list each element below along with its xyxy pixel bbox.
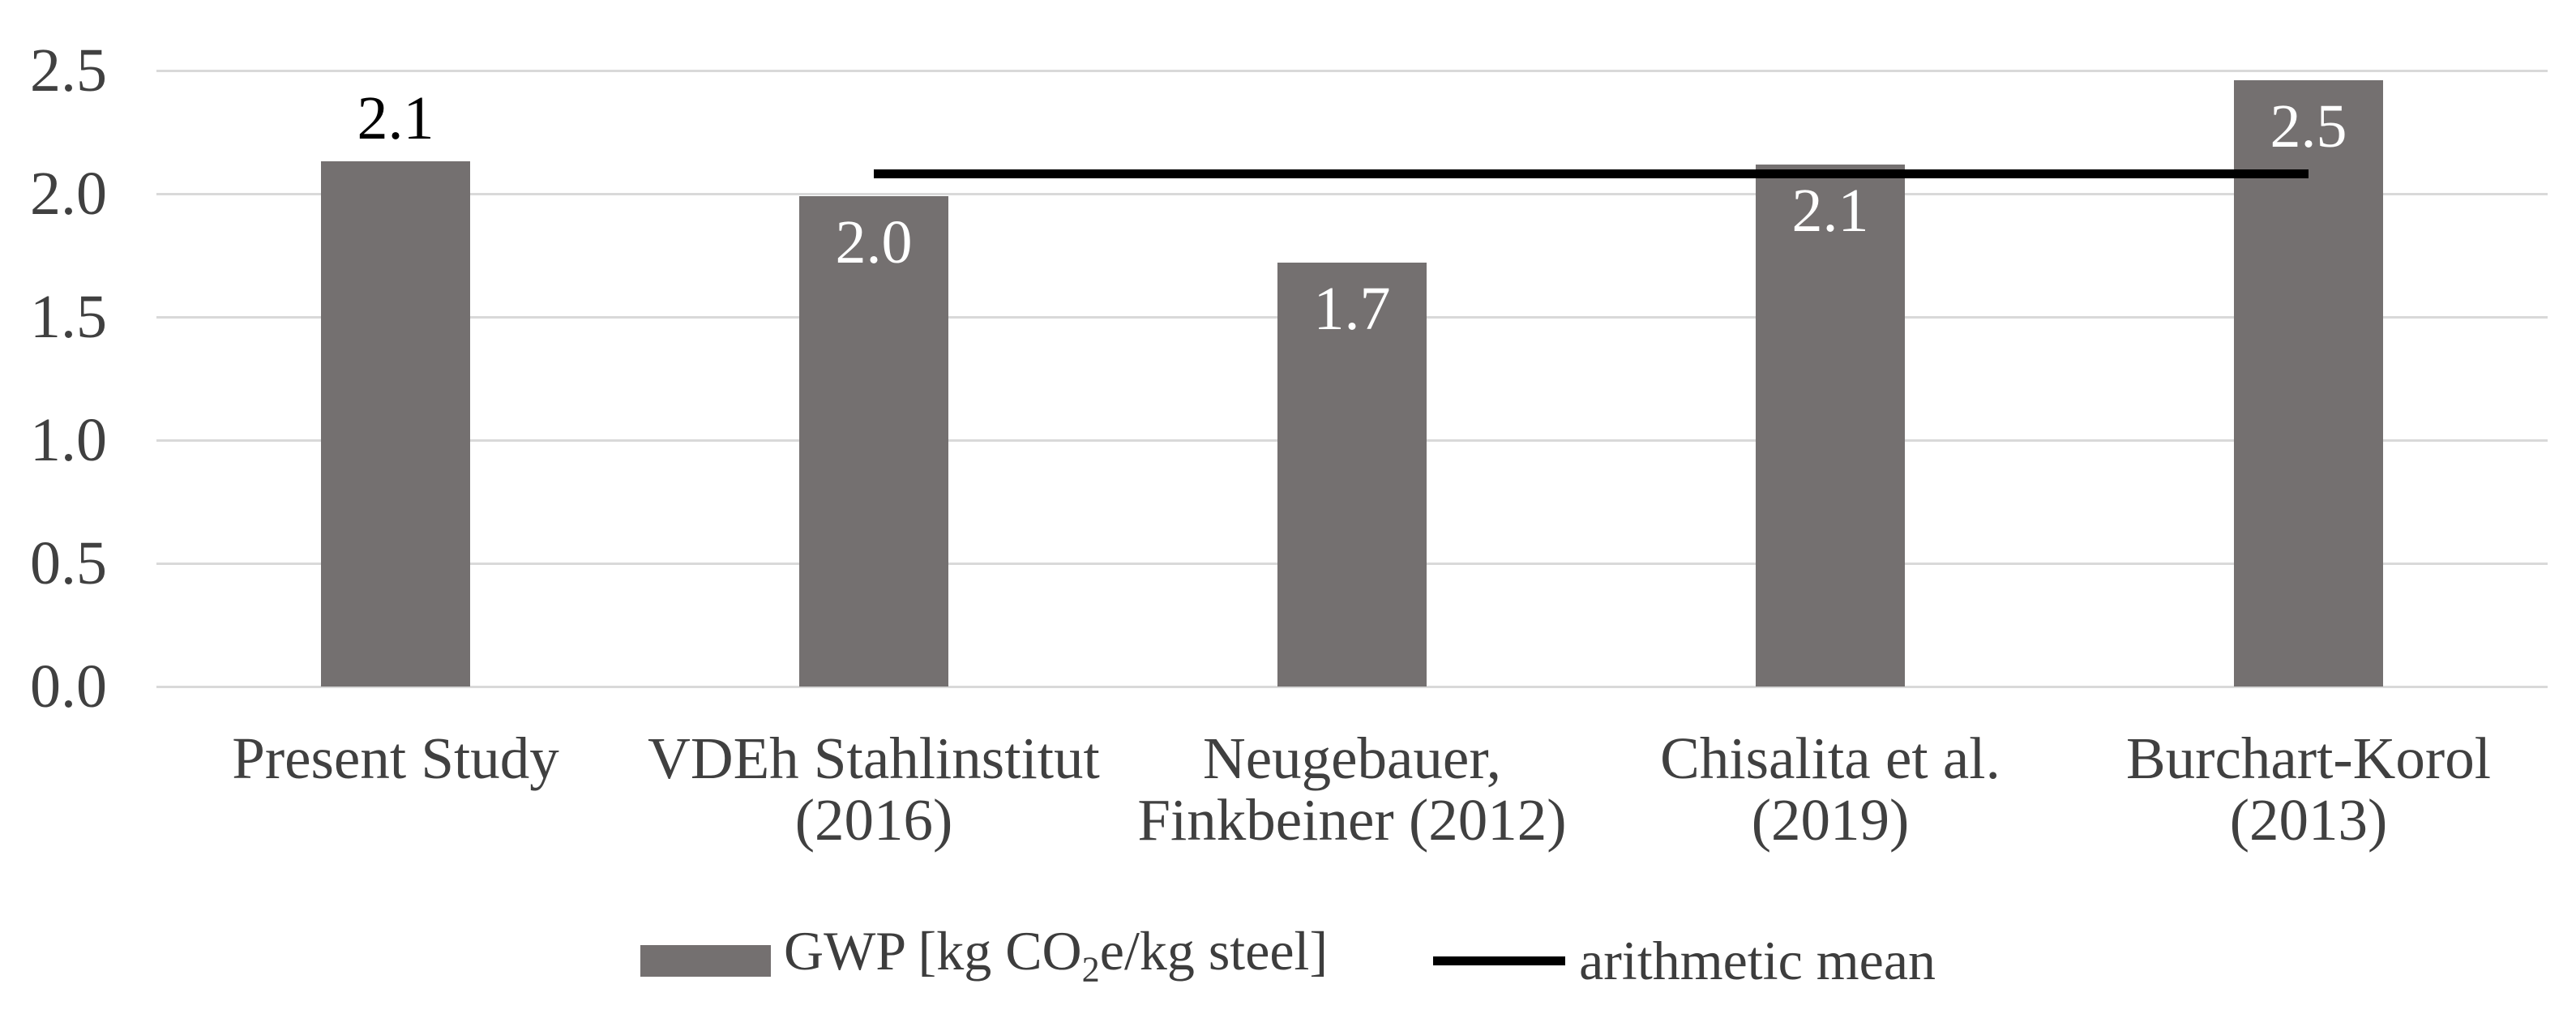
x-axis-label-3: Neugebauer, Finkbeiner (2012) <box>1113 728 1591 851</box>
legend-gwp-subscript: 2 <box>1081 949 1100 990</box>
gridline-2.5 <box>156 70 2548 72</box>
legend-mean-label: arithmetic mean <box>1579 930 1936 991</box>
x-axis-label-line: (2013) <box>2229 787 2388 853</box>
x-axis-label-line: VDEh Stahlinstitut <box>648 725 1100 791</box>
bar-1 <box>321 161 470 687</box>
bar-data-label-1: 2.1 <box>357 84 434 152</box>
legend-gwp-label: GWP [kg CO2e/kg steel] <box>784 922 1328 999</box>
bar-data-label-3: 1.7 <box>1313 275 1391 343</box>
bar-3 <box>1277 263 1427 687</box>
gridline-2.0 <box>156 193 2548 195</box>
legend-gwp-text-post: e/kg steel] <box>1099 920 1329 982</box>
bar-data-label-4: 2.1 <box>1791 177 1869 245</box>
bar-4 <box>1756 165 1905 687</box>
bar-data-label-5: 2.5 <box>2270 92 2347 160</box>
x-axis-label-line: Burchart-Korol <box>2125 725 2491 791</box>
x-axis-label-line: Finkbeiner (2012) <box>1137 787 1567 853</box>
legend-mean-line-swatch <box>1433 956 1566 965</box>
bar-data-label-2: 2.0 <box>835 208 913 276</box>
arithmetic-mean-line <box>874 169 2309 178</box>
x-axis-label-line: Neugebauer, <box>1203 725 1501 791</box>
y-axis-tick-1.0: 1.0 <box>30 406 107 474</box>
legend-gwp-text-pre: GWP [kg CO <box>783 920 1082 982</box>
y-axis-tick-2.0: 2.0 <box>30 160 107 228</box>
bar-5 <box>2234 80 2383 687</box>
y-axis-tick-0.0: 0.0 <box>30 652 107 721</box>
x-axis-label-line: Chisalita et al. <box>1660 725 2000 791</box>
legend-item-gwp: GWP [kg CO2e/kg steel] <box>640 922 1328 999</box>
y-axis-tick-1.5: 1.5 <box>30 283 107 351</box>
x-axis-label-1: Present Study <box>156 728 635 789</box>
y-axis-tick-0.5: 0.5 <box>30 529 107 597</box>
legend-bar-swatch <box>640 944 771 977</box>
x-axis-label-line: (2019) <box>1751 787 1910 853</box>
x-axis-label-5: Burchart-Korol (2013) <box>2069 728 2548 851</box>
x-axis-label-4: Chisalita et al. (2019) <box>1591 728 2069 851</box>
chart-legend: GWP [kg CO2e/kg steel] arithmetic mean <box>0 922 2576 993</box>
x-axis-label-2: VDEh Stahlinstitut (2016) <box>635 728 1113 851</box>
bar-2 <box>799 196 948 687</box>
x-axis-label-line: Present Study <box>232 725 559 791</box>
y-axis-tick-2.5: 2.5 <box>30 36 107 105</box>
x-axis-label-line: (2016) <box>794 787 953 853</box>
gridline-0.0 <box>156 686 2548 688</box>
legend-item-mean: arithmetic mean <box>1433 931 1936 990</box>
